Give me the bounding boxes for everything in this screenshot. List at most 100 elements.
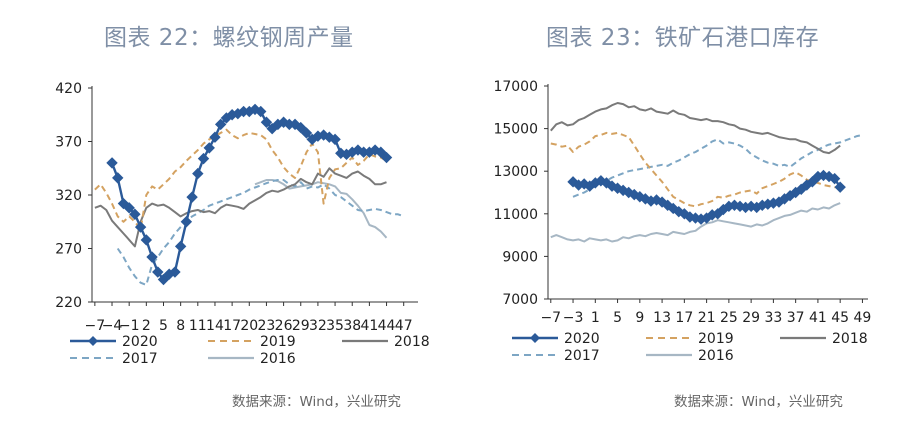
x-tick-label: 8: [176, 318, 185, 334]
x-tick-label: 47: [395, 318, 413, 334]
x-tick-label: 26: [275, 318, 293, 334]
x-tick-label: −4: [102, 318, 123, 334]
y-tick-label: 17000: [493, 79, 538, 95]
data-point-2020: [112, 172, 124, 184]
x-tick-label: 21: [698, 310, 716, 326]
data-point-2020: [295, 121, 307, 134]
x-tick-label: 41: [360, 318, 378, 334]
x-tick-label: 5: [159, 318, 168, 334]
series-line-2016: [550, 202, 841, 243]
data-point-2020: [123, 202, 135, 214]
data-point-2020: [209, 131, 221, 143]
x-tick-label: 17: [675, 310, 693, 326]
legend-label-2016: 2016: [260, 351, 296, 367]
data-point-2020: [134, 221, 147, 233]
x-tick-label: 44: [378, 318, 396, 334]
x-tick-label: 29: [742, 310, 760, 326]
series-line-2018: [94, 167, 387, 248]
series-line-2016: [254, 179, 388, 239]
y-tick-label: 320: [55, 188, 82, 204]
x-tick-label: 29: [292, 318, 310, 334]
data-point-2020: [197, 152, 210, 165]
y-tick-label: 15000: [493, 122, 538, 138]
chart-panel-steel-output: 图表 22：螺纹钢周产量 220 270 320 370 420 −7 −4 −1 2 5 8 11 1…: [55, 25, 430, 410]
data-point-2020: [169, 266, 181, 278]
data-point-2020: [255, 105, 267, 118]
y-tick-label: 7000: [502, 292, 538, 308]
data-point-2020: [329, 133, 341, 146]
x-tick-label: 13: [653, 310, 671, 326]
data-point-2020: [289, 118, 301, 131]
chart-title: 图表 22：螺纹钢周产量: [104, 25, 354, 51]
legend-label-2017: 2017: [122, 351, 158, 367]
x-tick-label: 9: [635, 310, 644, 326]
data-point-2020: [375, 146, 387, 158]
x-tick-label: 14: [206, 318, 224, 334]
x-tick-label: 25: [720, 310, 738, 326]
x-tick-label: −7: [85, 318, 106, 334]
series-line-2018: [550, 102, 841, 155]
data-point-2020: [140, 234, 153, 246]
x-tick-label: 32: [309, 318, 327, 334]
legend-label-2020: 2020: [122, 334, 158, 350]
y-tick-label: 270: [55, 242, 82, 258]
legend-label-2018: 2018: [832, 331, 868, 347]
legend-label-2018: 2018: [394, 334, 430, 350]
legend-label-2020: 2020: [564, 331, 600, 347]
series-line-2017: [572, 134, 863, 198]
data-point-2020: [828, 172, 841, 185]
x-tick-label: 41: [809, 310, 827, 326]
x-tick-label: −3: [563, 310, 584, 326]
legend-label-2019: 2019: [260, 334, 296, 350]
data-point-2020: [806, 176, 819, 188]
legend-marker-2020: [88, 336, 98, 346]
data-point-2020: [214, 118, 227, 131]
y-tick-label: 420: [55, 81, 82, 97]
y-tick-label: 11000: [493, 207, 538, 223]
x-tick-label: 17: [223, 318, 241, 334]
data-point-2020: [180, 216, 193, 228]
x-tick-label: 11: [189, 318, 207, 334]
legend-marker-2020: [530, 333, 540, 343]
data-point-2020: [203, 142, 215, 154]
data-point-2020: [174, 240, 187, 253]
x-tick-label: 37: [787, 310, 805, 326]
x-tick-label: 1: [591, 310, 600, 326]
legend-label-2019: 2019: [698, 331, 734, 347]
data-point-2020: [106, 157, 118, 169]
y-tick-label: 220: [55, 295, 82, 311]
x-tick-label: −7: [540, 310, 561, 326]
x-tick-label: 5: [613, 310, 622, 326]
chart-svg: 7000 9000 11000 13000 15000 17000 −7 −3 1 5 9 13 17 2…: [493, 79, 872, 364]
chart-title: 图表 23：铁矿石港口库存: [546, 25, 820, 51]
data-point-2020: [129, 208, 141, 220]
x-tick-label: 33: [764, 310, 782, 326]
x-tick-label: 35: [326, 318, 344, 334]
data-point-2020: [117, 197, 130, 210]
chart-svg: 220 270 320 370 420 −7−4−1 2 5 8 11 14 17 20 23 26 29 32…: [55, 81, 430, 367]
y-tick-label: 370: [55, 135, 82, 151]
data-point-2020: [300, 127, 313, 139]
series-line-2019: [94, 128, 388, 231]
chart-panel-iron-ore-inventory: 图表 23：铁矿石港口库存 7000 9000 11000 13000 15000 170…: [450, 0, 900, 421]
data-point-2020: [192, 167, 204, 180]
data-point-2020: [380, 151, 393, 164]
x-tick-label: 45: [831, 310, 849, 326]
series-line-2019: [550, 131, 841, 208]
data-point-2020: [157, 273, 170, 286]
x-tick-label: 49: [854, 310, 872, 326]
y-tick-label: 13000: [493, 164, 538, 180]
x-tick-label: 2: [142, 318, 151, 334]
data-point-2020: [186, 191, 198, 203]
data-point-2020: [146, 251, 158, 263]
x-tick-label: −1: [119, 318, 140, 334]
x-tick-label: 20: [240, 318, 258, 334]
data-point-2020: [260, 116, 273, 128]
y-tick-label: 9000: [502, 249, 538, 265]
legend-label-2017: 2017: [564, 348, 600, 364]
x-tick-label: 38: [343, 318, 361, 334]
data-point-2020: [834, 181, 846, 193]
series-line-2017: [116, 179, 405, 286]
x-tick-label: 23: [258, 318, 276, 334]
legend-label-2016: 2016: [698, 348, 734, 364]
